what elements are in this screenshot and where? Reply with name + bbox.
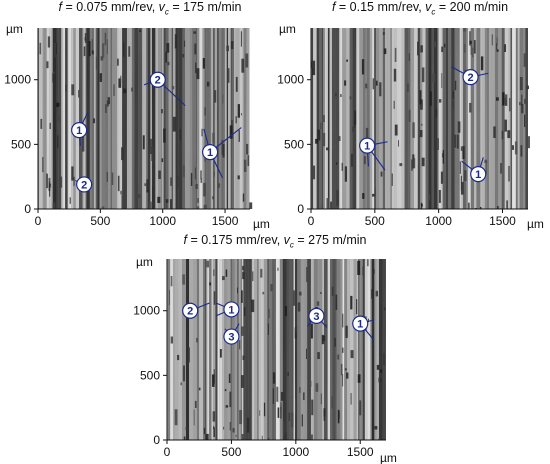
defect-marker-1: 1	[461, 157, 487, 183]
defect-marker-1: 1	[215, 301, 240, 318]
y-tick-label: 0	[297, 202, 304, 216]
panel-2: f = 0.15 mm/rev, vc = 200 m/min µm µm 0 5…	[277, 0, 544, 231]
marker-label: 1	[364, 141, 370, 153]
title-v-value: = 275 m/min	[293, 233, 367, 247]
x-tick-label: 1500	[212, 214, 239, 228]
marker-label: 2	[155, 75, 161, 87]
panel-3-title: f = 0.175 mm/rev, vc = 275 m/min	[183, 233, 367, 250]
x-tick-label: 0	[164, 445, 171, 459]
title-f-value: = 0.075 mm/rev,	[61, 0, 159, 14]
x-unit-label: µm	[527, 217, 544, 231]
defect-marker-3: 3	[307, 307, 328, 328]
x-unit-label: µm	[380, 451, 397, 464]
defect-marker-2: 2	[75, 176, 93, 193]
title-v-symbol: v	[158, 0, 165, 14]
title-f-symbol: f	[58, 0, 62, 14]
marker-circle	[308, 307, 325, 324]
marker-circle	[470, 165, 487, 183]
marker-label: 1	[76, 125, 82, 137]
panel-3: f = 0.175 mm/rev, vc = 275 m/min µm µm 0…	[133, 233, 397, 464]
x-tick-label: 500	[365, 214, 385, 228]
y-tick-label: 500	[140, 368, 160, 382]
title-v-subscript: c	[289, 240, 294, 250]
marker-circle	[359, 137, 376, 154]
defect-marker-1: 1	[71, 111, 89, 146]
marker-label: 1	[228, 304, 234, 316]
marker-label: 1	[357, 319, 363, 331]
y-tick-label: 0	[153, 433, 160, 447]
marker-circle	[182, 302, 199, 319]
marker-circle	[223, 328, 240, 345]
panel-1-plot: 0 500 1000 1500 0 500 1000 2 1 1 2	[4, 28, 253, 228]
marker-label: 2	[81, 179, 87, 191]
title-v-symbol: v	[283, 233, 290, 247]
title-v-symbol: v	[425, 0, 432, 14]
y-unit-label: µm	[279, 22, 296, 36]
marker-label: 2	[467, 72, 473, 84]
marker-circle	[76, 176, 93, 193]
x-unit-label: µm	[253, 217, 270, 231]
x-tick-label: 500	[221, 445, 241, 459]
title-v-subscript: c	[431, 7, 436, 17]
y-tick-label: 0	[24, 202, 31, 216]
panel-2-plot: 0 500 1000 1500 0 500 1000 2 1 1	[277, 28, 530, 228]
panel-3-plot: 0 500 1000 1500 0 500 1000 2 1 3 3 1	[133, 259, 386, 459]
panel-1-title: f = 0.075 mm/rev, vc = 175 m/min	[58, 0, 242, 17]
title-f-symbol: f	[183, 233, 187, 247]
y-tick-label: 500	[11, 137, 31, 151]
x-tick-label: 1000	[149, 214, 176, 228]
defect-marker-3: 3	[223, 323, 240, 345]
title-v-value: = 175 m/min	[168, 0, 242, 14]
panel-2-title: f = 0.15 mm/rev, vc = 200 m/min	[331, 0, 509, 17]
marker-circle	[462, 69, 479, 86]
x-tick-label: 1500	[489, 214, 516, 228]
title-f-value: = 0.15 mm/rev,	[335, 0, 426, 14]
marker-circle	[71, 122, 88, 139]
x-tick-label: 0	[308, 214, 315, 228]
marker-label: 3	[313, 311, 319, 323]
marker-circle	[223, 301, 240, 318]
surface-micrograph	[311, 28, 530, 209]
marker-label: 3	[228, 332, 234, 344]
defect-marker-1: 1	[201, 127, 242, 179]
marker-label: 1	[475, 169, 481, 181]
marker-label: 2	[187, 306, 193, 318]
y-tick-label: 500	[284, 137, 304, 151]
x-tick-label: 0	[35, 214, 42, 228]
panel-1: f = 0.075 mm/rev, vc = 175 m/min µm µm 0…	[4, 0, 270, 231]
defect-marker-1: 1	[352, 315, 375, 340]
x-tick-label: 500	[90, 214, 110, 228]
surface-micrograph	[167, 259, 386, 440]
title-v-value: = 200 m/min	[435, 0, 509, 14]
marker-circle	[149, 71, 166, 88]
y-unit-label: µm	[6, 22, 23, 36]
defect-marker-2: 2	[143, 71, 186, 106]
y-tick-label: 1000	[4, 73, 31, 87]
marker-label: 1	[207, 147, 213, 159]
x-tick-label: 1500	[347, 445, 374, 459]
surface-micrograph	[38, 28, 253, 209]
x-tick-label: 1000	[425, 214, 452, 228]
x-tick-label: 1000	[282, 445, 309, 459]
title-v-subscript: c	[164, 7, 169, 17]
y-unit-label: µm	[136, 255, 153, 269]
y-tick-label: 1000	[133, 304, 160, 318]
marker-circle	[352, 315, 369, 332]
defect-marker-2: 2	[182, 302, 210, 319]
defect-marker-2: 2	[451, 66, 489, 86]
marker-circle	[201, 144, 219, 161]
title-f-value: = 0.175 mm/rev,	[186, 233, 284, 247]
defect-marker-1: 1	[359, 137, 388, 171]
y-tick-label: 1000	[277, 73, 304, 87]
title-f-symbol: f	[331, 0, 336, 14]
